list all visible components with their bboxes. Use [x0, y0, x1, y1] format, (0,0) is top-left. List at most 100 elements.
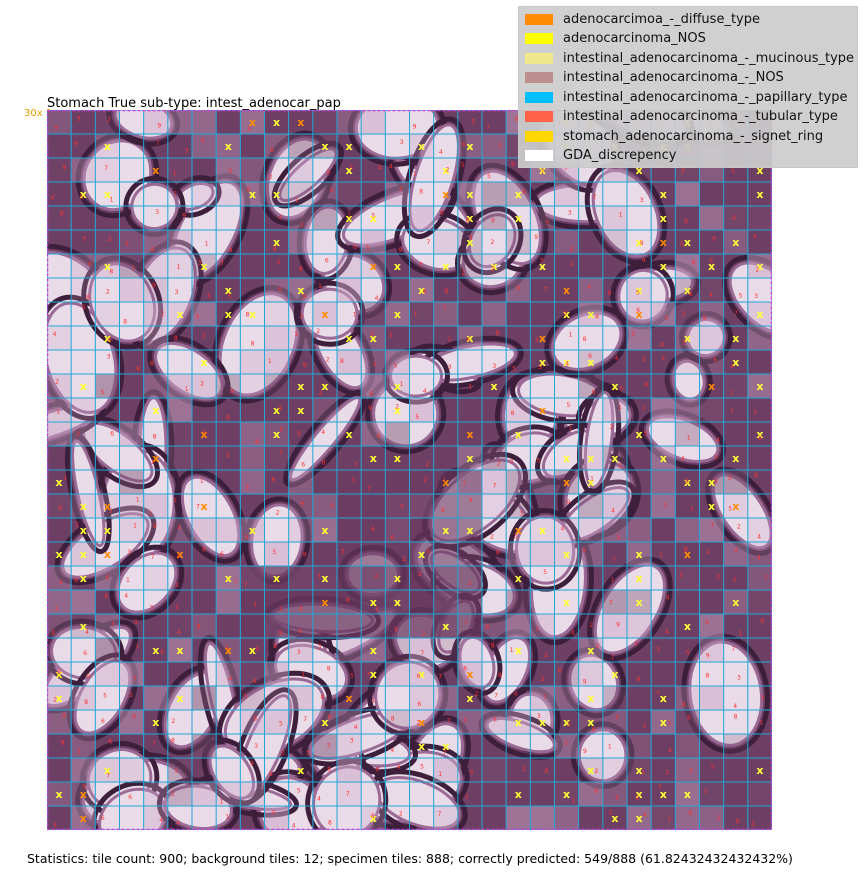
tile-score-digit: 1 — [174, 767, 178, 774]
prediction-mark: x — [80, 788, 87, 801]
tile-overlay — [433, 686, 458, 710]
tile-score-digit: 6 — [732, 215, 736, 222]
gland-lumen — [688, 640, 764, 747]
tile-overlay — [506, 278, 531, 302]
prediction-mark: x — [104, 500, 111, 513]
tile-score-digit: 4 — [390, 747, 394, 754]
tile-overlay — [337, 278, 362, 302]
tile-overlay — [361, 806, 386, 830]
prediction-mark: x — [225, 308, 232, 321]
tile-score-digit: 6 — [394, 626, 398, 633]
tile-score-digit: 8 — [692, 260, 696, 267]
tile-score-digit: 9 — [54, 124, 58, 131]
tile-overlay — [192, 566, 217, 590]
prediction-mark: x — [249, 644, 256, 657]
tile-score-digit: 4 — [642, 257, 646, 264]
tile-score-digit: 5 — [642, 356, 646, 363]
tile-overlay — [675, 806, 700, 830]
tile-score-digit: 2 — [706, 549, 710, 556]
tile-overlay — [240, 518, 265, 542]
tile-score-digit: 4 — [159, 817, 163, 824]
tile-overlay — [675, 710, 700, 734]
tile-score-digit: 8 — [498, 672, 502, 679]
tile-score-digit: 4 — [177, 553, 181, 560]
prediction-mark: x — [466, 524, 473, 537]
tile-overlay — [482, 710, 507, 734]
tile-score-digit: 8 — [682, 701, 686, 708]
tile-score-digit: 2 — [373, 361, 377, 368]
tile-overlay — [602, 398, 627, 422]
tile-score-digit: 4 — [514, 691, 518, 698]
tile-score-digit: 9 — [413, 124, 417, 131]
tile-score-digit: 5 — [472, 119, 476, 126]
tile-overlay — [482, 206, 507, 230]
tile-score-digit: 5 — [469, 235, 473, 242]
tile-overlay — [143, 302, 168, 326]
tile-score-digit: 2 — [276, 510, 280, 517]
prediction-mark: x — [394, 596, 401, 609]
tile-score-digit: 5 — [228, 293, 232, 300]
prediction-mark: x — [249, 116, 256, 129]
tile-overlay — [578, 542, 603, 566]
tile-score-digit: 4 — [59, 579, 63, 586]
prediction-mark: x — [636, 596, 643, 609]
tile-overlay — [385, 302, 410, 326]
tile-score-digit: 1 — [173, 497, 177, 504]
tile-overlay — [288, 158, 313, 182]
prediction-mark: x — [539, 716, 546, 729]
tile-score-digit: 5 — [415, 414, 419, 421]
tile-overlay — [506, 614, 531, 638]
prediction-mark: x — [587, 644, 594, 657]
tile-score-digit: 9 — [608, 290, 612, 297]
tile-score-digit: 7 — [486, 124, 490, 131]
prediction-mark: x — [394, 572, 401, 585]
tile-score-digit: 1 — [220, 799, 224, 806]
prediction-mark: x — [394, 404, 401, 417]
tile-overlay — [651, 302, 676, 326]
tile-score-digit: 3 — [689, 768, 693, 775]
gland — [64, 432, 112, 555]
tile-score-digit: 4 — [561, 526, 565, 533]
tile-score-digit: 5 — [350, 672, 354, 679]
magnification-label: 30x 1 — [24, 108, 53, 119]
prediction-mark: x — [732, 452, 739, 465]
tile-overlay — [216, 566, 241, 590]
tile-overlay — [167, 686, 192, 710]
tile-score-digit: 9 — [303, 552, 307, 559]
gland-wall — [721, 254, 772, 342]
tile-score-digit: 9 — [511, 161, 515, 168]
tile-score-digit: 8 — [706, 673, 710, 680]
prediction-mark: x — [660, 236, 667, 249]
prediction-mark: x — [466, 668, 473, 681]
prediction-mark: x — [442, 476, 449, 489]
tile-score-digit: 7 — [196, 503, 200, 510]
tile-overlay — [506, 398, 531, 422]
tile-score-digit: 1 — [668, 720, 672, 727]
legend-swatch — [525, 33, 553, 44]
tile-score-digit: 2 — [491, 239, 495, 246]
tile-score-digit: 2 — [269, 174, 273, 181]
tile-overlay — [457, 326, 482, 350]
tile-score-digit: 8 — [271, 476, 275, 483]
gland-lumen — [568, 653, 620, 712]
tile-score-digit: 2 — [53, 696, 57, 703]
tile-overlay — [578, 494, 603, 518]
prediction-mark: x — [587, 764, 594, 777]
prediction-mark: x — [563, 308, 570, 321]
tile-overlay — [312, 182, 337, 206]
prediction-mark: x — [418, 668, 425, 681]
tile-overlay — [409, 638, 434, 662]
tile-overlay — [337, 350, 362, 374]
tile-score-digit: 7 — [346, 790, 350, 797]
prediction-mark: x — [80, 380, 87, 393]
tile-score-digit: 5 — [279, 721, 283, 728]
gland-lumen — [154, 341, 224, 401]
tile-overlay — [192, 686, 217, 710]
tile-score-digit: 3 — [107, 354, 111, 361]
tile-overlay — [457, 710, 482, 734]
tile-overlay — [651, 494, 676, 518]
tile-overlay — [337, 182, 362, 206]
tile-score-digit: 2 — [465, 794, 469, 801]
tile-score-digit: 1 — [572, 798, 576, 805]
tile-score-digit: 9 — [278, 630, 282, 637]
